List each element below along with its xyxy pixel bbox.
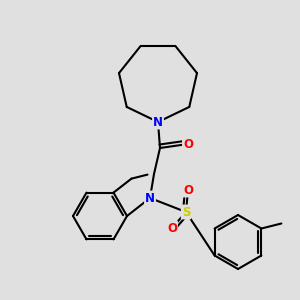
Text: O: O [183, 184, 193, 196]
Text: O: O [167, 221, 177, 235]
Text: O: O [183, 137, 193, 151]
Text: S: S [182, 206, 190, 218]
Text: N: N [153, 116, 163, 128]
Text: N: N [145, 191, 155, 205]
